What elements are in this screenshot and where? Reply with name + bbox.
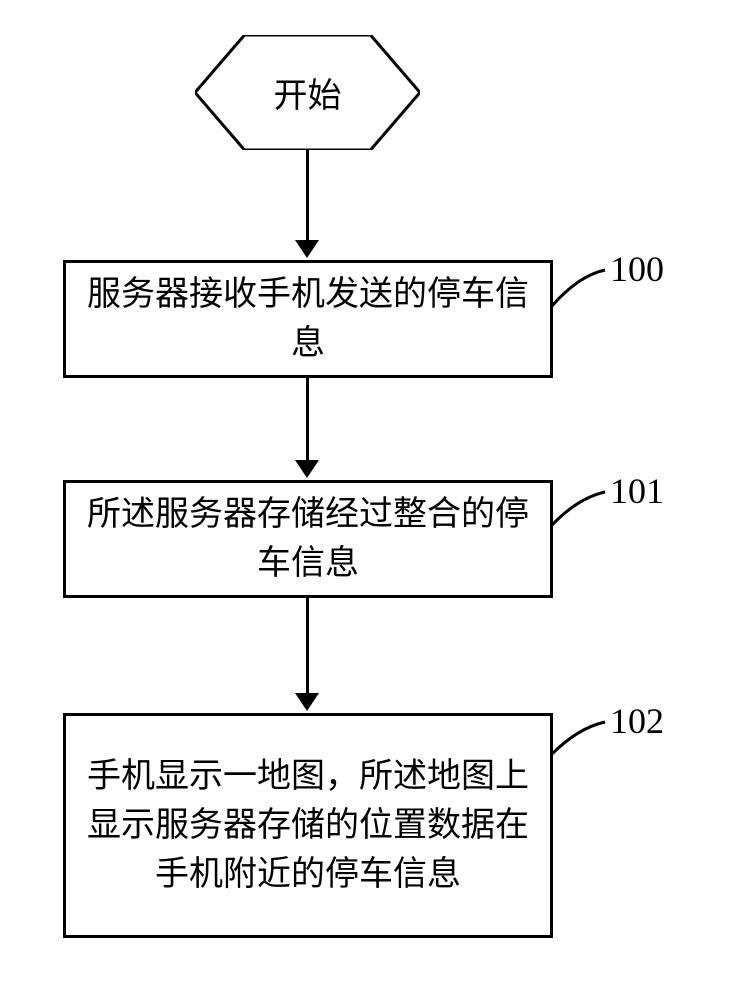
leader-line <box>547 265 610 311</box>
ref-label-100: 100 <box>610 248 664 290</box>
leader-line <box>547 717 610 759</box>
step-text: 服务器接收手机发送的停车信息 <box>80 270 536 369</box>
leader-line <box>547 487 610 530</box>
start-node: 开始 <box>195 35 420 150</box>
ref-label-101: 101 <box>610 470 664 512</box>
step-text: 所述服务器存储经过整合的停车信息 <box>80 490 536 589</box>
start-label: 开始 <box>274 68 342 117</box>
step-text: 手机显示一地图，所述地图上显示服务器存储的位置数据在手机附近的停车信息 <box>80 752 536 900</box>
step-step101: 所述服务器存储经过整合的停车信息 <box>63 480 553 598</box>
step-step100: 服务器接收手机发送的停车信息 <box>63 260 553 378</box>
step-step102: 手机显示一地图，所述地图上显示服务器存储的位置数据在手机附近的停车信息 <box>63 713 553 938</box>
ref-label-102: 102 <box>610 700 664 742</box>
